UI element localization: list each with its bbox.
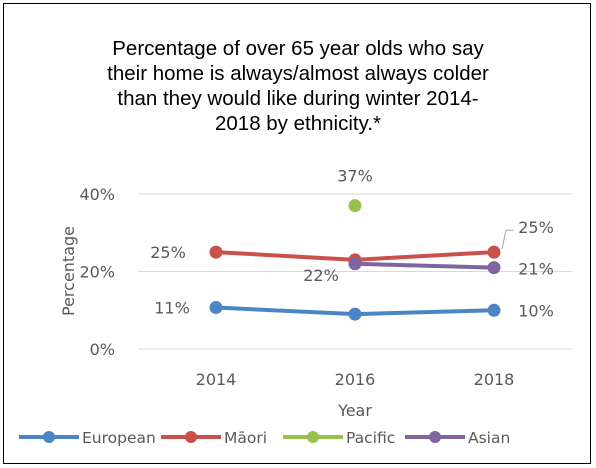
data-point-mori	[487, 245, 501, 259]
legend-marker	[307, 431, 319, 443]
x-axis-title: Year	[337, 401, 372, 420]
chart-title: Percentage of over 65 year olds who say …	[40, 36, 556, 136]
legend-label: Pacific	[346, 429, 395, 447]
data-point-european	[487, 303, 501, 317]
legend: European Māori Pacific Asian	[19, 429, 510, 447]
data-point-european	[348, 307, 362, 321]
gridlines	[138, 193, 572, 350]
data-label: 10%	[518, 301, 554, 320]
data-label: 21%	[518, 260, 554, 279]
chart-title-line: their home is always/almost always colde…	[107, 62, 489, 85]
data-point-mori	[209, 245, 223, 259]
x-tick-label: 2014	[196, 370, 237, 389]
data-label: 25%	[518, 218, 554, 237]
y-axis-ticks: 0% 20% 40%	[79, 185, 115, 359]
data-label: 37%	[337, 167, 373, 186]
chart-frame	[3, 3, 591, 464]
series-layer	[209, 199, 501, 321]
chart-title-line: than they would like during winter 2014-	[117, 87, 479, 110]
chart-title-line: Percentage of over 65 year olds who say	[112, 37, 484, 60]
x-axis-ticks: 2014 2016 2018	[196, 370, 515, 389]
data-label: 22%	[303, 266, 339, 285]
data-point-asian	[487, 261, 501, 275]
data-label: 25%	[150, 243, 186, 262]
series-line-asian	[354, 261, 495, 270]
data-point-european	[209, 301, 223, 315]
legend-label: European	[82, 429, 156, 447]
x-tick-label: 2016	[335, 370, 376, 389]
y-tick-label: 0%	[90, 340, 115, 359]
leader-lines	[501, 229, 514, 250]
legend-marker	[429, 431, 441, 443]
data-label: 11%	[154, 299, 190, 318]
legend-label: Māori	[224, 429, 267, 447]
legend-marker	[43, 431, 55, 443]
chart-title-line: 2018 by ethnicity.*	[214, 112, 381, 135]
y-axis-title: Percentage	[59, 226, 78, 316]
y-tick-label: 20%	[79, 263, 115, 282]
legend-marker	[185, 431, 197, 443]
data-point-pacific	[348, 199, 362, 213]
x-tick-label: 2018	[474, 370, 515, 389]
label-leader-line	[501, 229, 514, 250]
data-point-asian	[348, 257, 362, 271]
legend-label: Asian	[468, 429, 510, 447]
y-tick-label: 40%	[79, 185, 115, 204]
data-labels: 11% 10% 25% 25% 37% 22% 21%	[150, 167, 554, 321]
